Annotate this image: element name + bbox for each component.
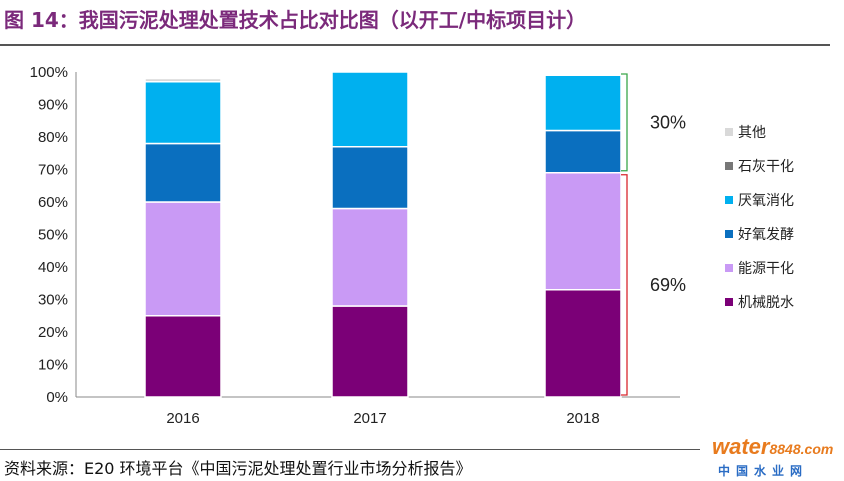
y-tick-label: 20%: [38, 324, 68, 341]
bar-segment: [144, 315, 222, 398]
watermark-suffix: .com: [800, 441, 834, 457]
bar-segment: [331, 71, 409, 148]
source-divider: [0, 449, 700, 450]
y-tick-label: 100%: [30, 64, 68, 81]
y-tick-label: 10%: [38, 357, 68, 374]
bar-segment: [144, 201, 222, 317]
bar-segment: [144, 142, 222, 203]
y-tick-label: 70%: [38, 162, 68, 179]
legend-swatch: [725, 128, 733, 136]
bar-segment: [544, 289, 622, 398]
watermark-brand: water: [712, 434, 770, 459]
watermark-number: 8848: [769, 441, 801, 457]
annotation-bracket: [621, 73, 628, 172]
y-tick-label: 80%: [38, 129, 68, 146]
y-tick-label: 60%: [38, 194, 68, 211]
legend-label: 其他: [738, 125, 766, 141]
y-tick-label: 50%: [38, 227, 68, 244]
legend-label: 能源干化: [738, 261, 794, 277]
legend-label: 机械脱水: [738, 295, 794, 311]
bar-segment: [331, 305, 409, 398]
bar-segment: [544, 129, 622, 174]
legend-swatch: [725, 196, 733, 204]
figure-title: 图 14：我国污泥处理处置技术占比对比图（以开工/中标项目计）: [4, 8, 587, 32]
bar-segment: [331, 146, 409, 210]
title-divider: [0, 44, 830, 46]
y-tick-label: 0%: [46, 389, 68, 406]
source-note: 资料来源：E20 环境平台《中国污泥处理处置行业市场分析报告》: [4, 459, 472, 478]
bar-segment: [144, 77, 222, 83]
y-tick-label: 30%: [38, 292, 68, 309]
watermark-logo: water8848.com 中国水业网: [712, 436, 844, 480]
bar-segment: [144, 81, 222, 145]
x-tick-label: 2018: [566, 410, 599, 427]
legend-swatch: [725, 264, 733, 272]
x-tick-label: 2017: [353, 410, 386, 427]
legend-label: 厌氧消化: [738, 193, 794, 209]
legend-swatch: [725, 230, 733, 238]
annotation-label: 69%: [650, 275, 686, 295]
stacked-bar-chart: 0% 10% 20% 30% 40% 50% 60% 70% 80% 90% 100% 2016 201…: [30, 64, 794, 427]
bar-segment: [544, 172, 622, 291]
y-tick-label: 90%: [38, 97, 68, 114]
bar-segment: [331, 207, 409, 307]
legend-swatch: [725, 162, 733, 170]
x-tick-label: 2016: [166, 410, 199, 427]
legend-label: 石灰干化: [738, 159, 794, 175]
watermark-cn: 中国水业网: [718, 464, 809, 478]
annotation-label: 30%: [650, 112, 686, 132]
legend-swatch: [725, 298, 733, 306]
annotation-bracket: [621, 174, 628, 396]
legend-label: 好氧发酵: [738, 227, 794, 243]
y-tick-label: 40%: [38, 259, 68, 276]
bar-segment: [544, 74, 622, 132]
